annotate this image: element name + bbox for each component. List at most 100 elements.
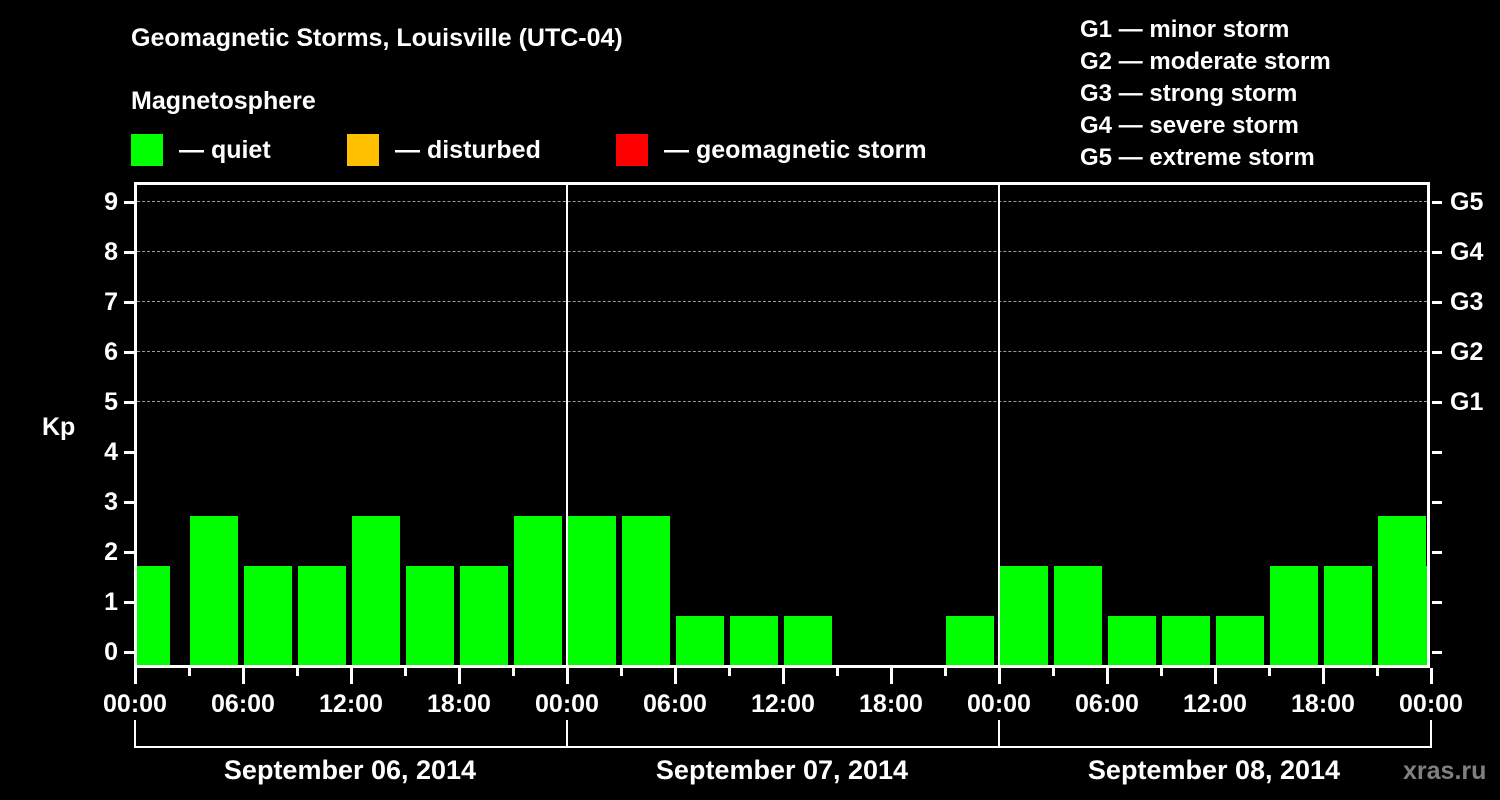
y-tick (124, 551, 134, 554)
quiet-swatch-icon (131, 134, 163, 166)
right-tick (1432, 351, 1442, 354)
day-divider (998, 182, 1000, 668)
right-tick (1432, 201, 1442, 204)
x-major-tick (674, 668, 677, 684)
y-tick-label: 2 (104, 538, 118, 566)
kp-bar (568, 516, 616, 666)
g-tick-label: G4 (1450, 238, 1484, 266)
x-tick-label: 06:00 (1075, 690, 1139, 718)
date-bracket (998, 720, 1432, 748)
right-tick (1432, 251, 1442, 254)
x-tick-label: 00:00 (967, 690, 1031, 718)
y-tick-label: 5 (104, 388, 118, 416)
right-tick (1432, 601, 1442, 604)
kp-bar (1054, 566, 1102, 666)
x-major-tick (890, 668, 893, 684)
y-tick (124, 301, 134, 304)
kp-bar (460, 566, 508, 666)
kp-bar (1108, 616, 1156, 666)
y-tick-label: 7 (104, 288, 118, 316)
right-tick (1432, 401, 1442, 404)
gridline-6 (137, 351, 1427, 352)
x-tick-label: 12:00 (319, 690, 383, 718)
x-tick-label: 00:00 (103, 690, 167, 718)
x-major-tick (1106, 668, 1109, 684)
x-minor-tick (1160, 668, 1163, 676)
kp-bar (352, 516, 400, 666)
right-tick (1432, 651, 1442, 654)
y-axis-label: Kp (42, 413, 76, 441)
right-tick (1432, 301, 1442, 304)
x-minor-tick (836, 668, 839, 676)
gridline-7 (137, 301, 1427, 302)
y-tick (124, 601, 134, 604)
x-major-tick (134, 668, 137, 684)
right-tick (1432, 501, 1442, 504)
storm-scale-g1: G1 — minor storm (1080, 16, 1290, 43)
kp-bar (676, 616, 724, 666)
kp-bar (1416, 566, 1428, 666)
y-tick (124, 401, 134, 404)
kp-bar (190, 516, 238, 666)
x-minor-tick (1052, 668, 1055, 676)
kp-bar (137, 566, 170, 666)
date-bracket (134, 720, 567, 748)
y-tick-label: 1 (104, 588, 118, 616)
x-minor-tick (188, 668, 191, 676)
g-tick-label: G2 (1450, 338, 1484, 366)
kp-bar (1000, 566, 1048, 666)
kp-bar (784, 616, 832, 666)
x-tick-label: 12:00 (751, 690, 815, 718)
storm-scale-g2: G2 — moderate storm (1080, 48, 1331, 75)
x-major-tick (458, 668, 461, 684)
gridline-5 (137, 401, 1427, 402)
chart-subtitle: Magnetosphere (131, 87, 316, 115)
disturbed-swatch-icon (347, 134, 379, 166)
x-major-tick (566, 668, 569, 684)
x-tick-label: 00:00 (1399, 690, 1463, 718)
x-minor-tick (404, 668, 407, 676)
y-tick (124, 651, 134, 654)
right-tick (1432, 551, 1442, 554)
x-minor-tick (1268, 668, 1271, 676)
x-minor-tick (728, 668, 731, 676)
g-tick-label: G1 (1450, 388, 1484, 416)
y-tick (124, 351, 134, 354)
y-tick-label: 0 (104, 638, 118, 666)
x-major-tick (350, 668, 353, 684)
x-minor-tick (1376, 668, 1379, 676)
g-tick-label: G5 (1450, 188, 1484, 216)
kp-bar (1216, 616, 1264, 666)
credit-watermark: xras.ru (1403, 757, 1487, 785)
kp-bar (946, 616, 994, 666)
x-major-tick (1430, 668, 1433, 684)
kp-bar (730, 616, 778, 666)
g-tick-label: G3 (1450, 288, 1484, 316)
y-tick (124, 201, 134, 204)
kp-bar (244, 566, 292, 666)
kp-bar (1270, 566, 1318, 666)
x-tick-label: 06:00 (643, 690, 707, 718)
storm-swatch-icon (616, 134, 648, 166)
kp-bar (406, 566, 454, 666)
date-bracket (566, 720, 999, 748)
kp-bar (1324, 566, 1372, 666)
y-tick (124, 501, 134, 504)
x-tick-label: 18:00 (427, 690, 491, 718)
y-tick (124, 451, 134, 454)
gridline-9 (137, 201, 1427, 202)
x-tick-label: 12:00 (1183, 690, 1247, 718)
legend-quiet: — quiet (131, 134, 271, 166)
legend-quiet-label: — quiet (179, 135, 271, 164)
kp-bar (298, 566, 346, 666)
x-tick-label: 06:00 (211, 690, 275, 718)
kp-bar (514, 516, 562, 666)
legend-disturbed: — disturbed (347, 134, 541, 166)
storm-scale-legend: G1 — minor storm G2 — moderate storm G3 … (1080, 14, 1331, 174)
y-tick-label: 8 (104, 238, 118, 266)
date-label: September 07, 2014 (655, 755, 909, 785)
x-minor-tick (944, 668, 947, 676)
x-major-tick (782, 668, 785, 684)
x-tick-label: 18:00 (859, 690, 923, 718)
x-major-tick (1214, 668, 1217, 684)
